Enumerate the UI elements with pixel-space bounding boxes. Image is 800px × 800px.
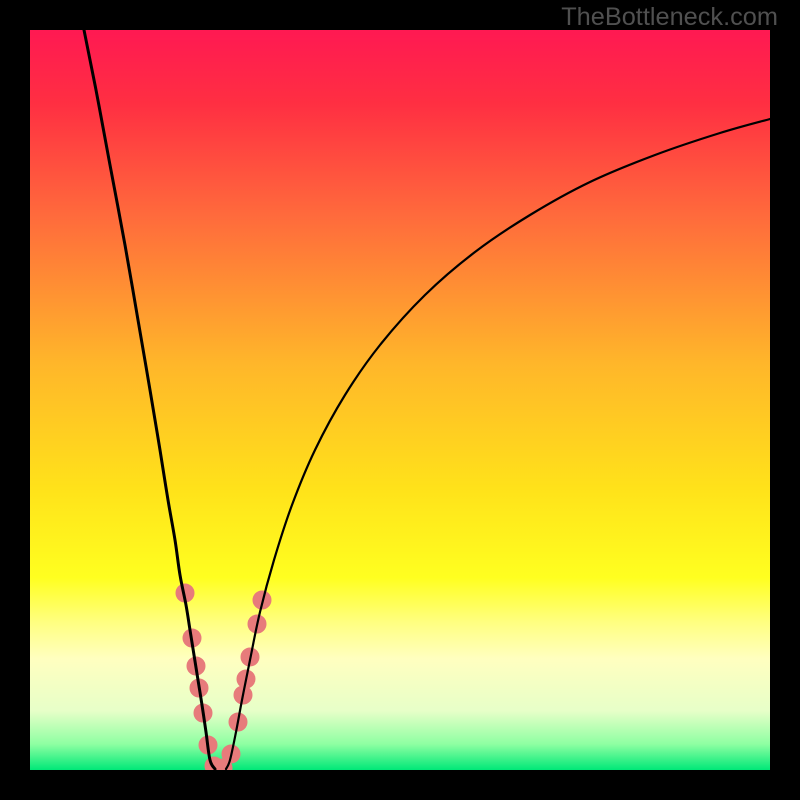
curve-right (226, 119, 770, 769)
chart-frame: TheBottleneck.com (0, 0, 800, 800)
chart-svg (30, 30, 770, 770)
markers-group (176, 584, 271, 770)
curve-left (84, 30, 215, 769)
plot-area (30, 30, 770, 770)
watermark-text: TheBottleneck.com (561, 3, 778, 32)
